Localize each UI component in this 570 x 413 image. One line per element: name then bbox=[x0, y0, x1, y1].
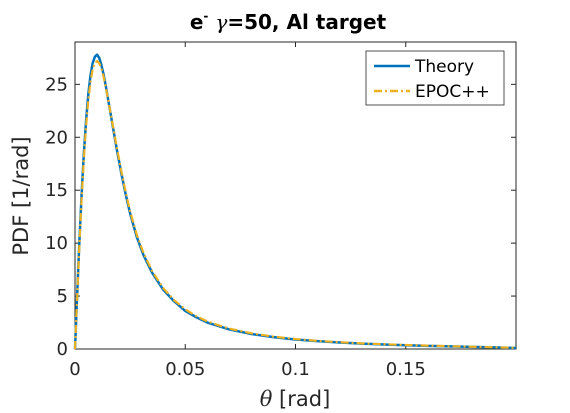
title-superscript: - bbox=[203, 9, 208, 23]
title-particle: e bbox=[190, 10, 204, 34]
x-axis-symbol: θ bbox=[260, 387, 273, 411]
series-line-epoc bbox=[73, 59, 517, 350]
y-tick-label: 5 bbox=[57, 286, 68, 307]
y-tick-label: 20 bbox=[45, 127, 68, 148]
x-axis-label: θ [rad] bbox=[260, 387, 331, 411]
y-tick-label: 25 bbox=[45, 74, 68, 95]
series-layer bbox=[73, 53, 517, 350]
y-tick-label: 0 bbox=[57, 339, 68, 360]
title-gamma: γ bbox=[215, 10, 227, 34]
x-tick-label: 0 bbox=[69, 359, 80, 380]
x-tick-label: 0.1 bbox=[281, 359, 310, 380]
legend: Theory EPOC++ bbox=[365, 50, 505, 106]
x-axis-unit: [rad] bbox=[272, 387, 330, 411]
y-tick-label: 15 bbox=[45, 180, 68, 201]
legend-label-theory: Theory bbox=[414, 57, 474, 77]
x-tick-label: 0.15 bbox=[386, 359, 426, 380]
y-axis-label: PDF [1/rad] bbox=[9, 136, 33, 255]
y-tick-label: 10 bbox=[45, 233, 68, 254]
title-rest: =50, Al target bbox=[227, 10, 386, 34]
chart-title: e- γ=50, Al target bbox=[190, 9, 387, 34]
legend-box bbox=[365, 50, 505, 106]
legend-label-epoc: EPOC++ bbox=[415, 82, 490, 102]
x-tick-label: 0.05 bbox=[165, 359, 205, 380]
